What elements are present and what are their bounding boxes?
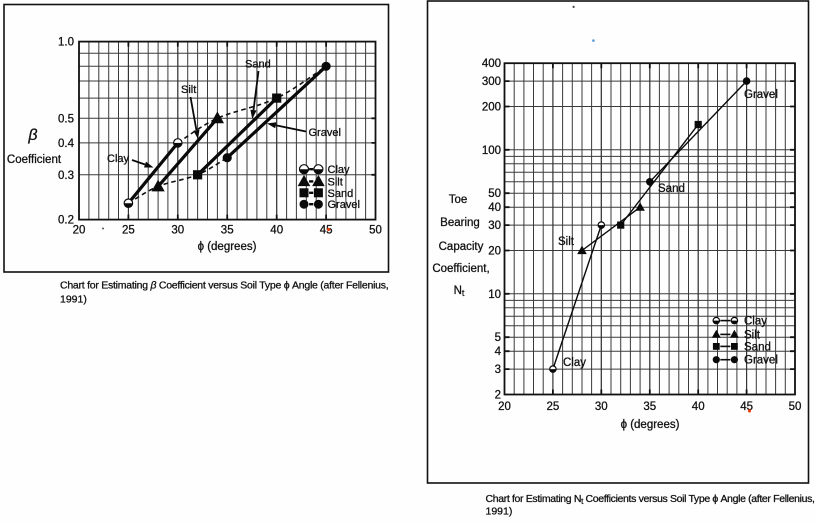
svg-text:Clay: Clay xyxy=(328,164,351,176)
svg-text:300: 300 xyxy=(482,76,501,88)
svg-text:Nt: Nt xyxy=(454,285,465,298)
svg-text:100: 100 xyxy=(482,145,501,157)
svg-text:20: 20 xyxy=(488,246,501,258)
svg-text:50: 50 xyxy=(789,401,802,413)
svg-text:40: 40 xyxy=(488,202,501,214)
svg-text:30: 30 xyxy=(488,220,501,232)
svg-text:50: 50 xyxy=(488,188,501,200)
svg-text:Sand: Sand xyxy=(744,341,771,353)
svg-text:Sand: Sand xyxy=(328,188,354,200)
svg-text:Sand: Sand xyxy=(658,183,685,195)
svg-text:Chart for Estimating Nt Coeffi: Chart for Estimating Nt Coefficients ver… xyxy=(486,493,815,506)
svg-text:200: 200 xyxy=(482,102,501,114)
svg-text:25: 25 xyxy=(547,401,560,413)
svg-text:Gravel: Gravel xyxy=(744,355,778,367)
svg-text:45: 45 xyxy=(740,401,753,413)
svg-text:Gravel: Gravel xyxy=(309,127,341,139)
svg-text:Coefficient,: Coefficient, xyxy=(432,263,489,275)
svg-text:Bearing: Bearing xyxy=(440,217,480,229)
svg-text:Capacity: Capacity xyxy=(439,241,484,253)
svg-text:0.3: 0.3 xyxy=(58,170,74,182)
svg-text:1991): 1991) xyxy=(60,294,87,306)
svg-text:Gravel: Gravel xyxy=(744,89,778,101)
svg-text:Silt: Silt xyxy=(744,329,761,341)
svg-text:Sand: Sand xyxy=(245,59,271,71)
svg-text:2: 2 xyxy=(495,390,501,402)
svg-text:35: 35 xyxy=(221,225,234,237)
svg-text:Gravel: Gravel xyxy=(328,199,360,211)
svg-text:40: 40 xyxy=(692,401,705,413)
svg-text:0.2: 0.2 xyxy=(58,215,74,227)
svg-text:Clay: Clay xyxy=(563,357,586,369)
svg-text:20: 20 xyxy=(73,225,86,237)
svg-text:1.0: 1.0 xyxy=(58,37,74,49)
svg-text:3: 3 xyxy=(495,364,501,376)
svg-text:β: β xyxy=(27,127,37,144)
svg-text:ϕ (degrees): ϕ (degrees) xyxy=(621,419,680,431)
svg-text:40: 40 xyxy=(270,225,283,237)
svg-text:50: 50 xyxy=(369,225,382,237)
svg-text:Toe: Toe xyxy=(449,194,468,206)
svg-text:400: 400 xyxy=(482,58,501,70)
svg-text:Silt: Silt xyxy=(181,84,196,96)
svg-text:Clay: Clay xyxy=(107,153,130,165)
svg-text:30: 30 xyxy=(171,225,184,237)
svg-text:4: 4 xyxy=(495,346,502,358)
svg-text:1991): 1991) xyxy=(486,506,513,518)
svg-text:Coefficient: Coefficient xyxy=(7,154,62,166)
svg-text:0.4: 0.4 xyxy=(58,138,75,150)
svg-text:ϕ (degrees): ϕ (degrees) xyxy=(198,241,257,253)
svg-text:5: 5 xyxy=(495,332,501,344)
svg-text:10: 10 xyxy=(488,289,501,301)
svg-text:0.5: 0.5 xyxy=(58,113,74,125)
svg-text:30: 30 xyxy=(595,401,608,413)
svg-text:25: 25 xyxy=(122,225,135,237)
svg-text:20: 20 xyxy=(498,401,511,413)
svg-text:Chart for Estimating β Coeffic: Chart for Estimating β Coefficient versu… xyxy=(60,280,388,292)
svg-text:Silt: Silt xyxy=(328,176,343,188)
svg-text:Clay: Clay xyxy=(744,316,767,328)
svg-text:Silt: Silt xyxy=(558,236,575,248)
svg-text:35: 35 xyxy=(643,401,656,413)
svg-text:45: 45 xyxy=(320,225,333,237)
